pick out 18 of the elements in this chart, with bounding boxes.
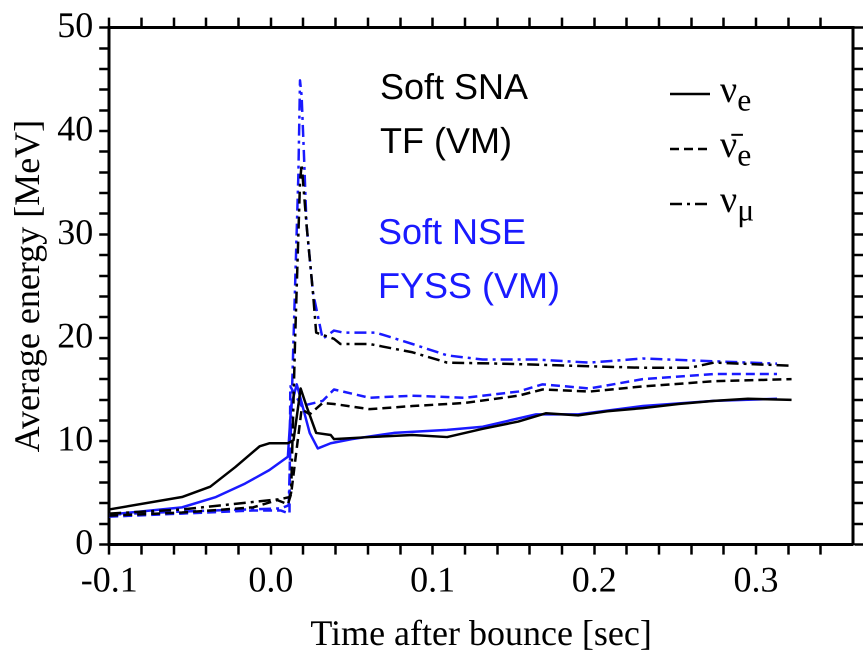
- legend-label: ν$_{μ}$: [720, 178, 754, 229]
- x-tick-label: 0.2: [572, 560, 617, 600]
- legend-label: ν$_{e}$: [720, 68, 752, 119]
- annotation: Soft SNA TF (VM): [380, 65, 528, 163]
- y-tick-label: 0: [75, 522, 94, 562]
- y-tick-label: 40: [57, 108, 94, 148]
- annotation: Soft NSE FYSS (VM): [378, 210, 560, 308]
- x-tick-label: 0.3: [733, 560, 778, 600]
- y-tick-label: 50: [57, 5, 94, 46]
- y-tick-label: 10: [57, 418, 94, 459]
- x-axis-title: Time after bounce [sec]: [310, 612, 652, 653]
- legend-label: ν̄$_{e}$: [720, 123, 752, 174]
- x-tick-label: 0.1: [410, 560, 456, 600]
- x-tick-label: 0.0: [248, 560, 294, 600]
- x-tick-label: -0.1: [80, 560, 138, 600]
- y-tick-label: 20: [57, 315, 94, 356]
- y-axis-title: Average energy [MeV]: [7, 120, 48, 452]
- y-tick-label: 30: [57, 212, 94, 252]
